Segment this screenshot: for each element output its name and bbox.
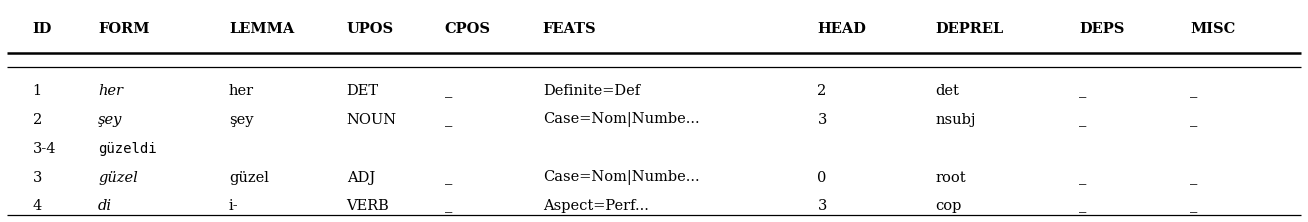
Text: NOUN: NOUN xyxy=(347,113,396,127)
Text: i-: i- xyxy=(229,199,238,214)
Text: 2: 2 xyxy=(818,84,827,98)
Text: DET: DET xyxy=(347,84,379,98)
Text: her: her xyxy=(229,84,254,98)
Text: Definite=Def: Definite=Def xyxy=(543,84,640,98)
Text: _: _ xyxy=(1079,199,1087,214)
Text: _: _ xyxy=(1079,113,1087,127)
Text: DEPS: DEPS xyxy=(1079,22,1125,36)
Text: _: _ xyxy=(1079,170,1087,185)
Text: _: _ xyxy=(1190,170,1198,185)
Text: _: _ xyxy=(445,170,453,185)
Text: FEATS: FEATS xyxy=(543,22,596,36)
Text: Case=Nom|Numbe...: Case=Nom|Numbe... xyxy=(543,112,700,127)
Text: 3: 3 xyxy=(818,113,827,127)
Text: ADJ: ADJ xyxy=(347,170,375,185)
Text: _: _ xyxy=(1190,113,1198,127)
Text: 3: 3 xyxy=(818,199,827,214)
Text: Case=Nom|Numbe...: Case=Nom|Numbe... xyxy=(543,170,700,185)
Text: şey: şey xyxy=(229,113,254,127)
Text: 3: 3 xyxy=(33,170,42,185)
Text: 2: 2 xyxy=(33,113,42,127)
Text: HEAD: HEAD xyxy=(818,22,866,36)
Text: _: _ xyxy=(1190,199,1198,214)
Text: root: root xyxy=(935,170,965,185)
Text: güzel: güzel xyxy=(98,170,137,185)
Text: _: _ xyxy=(445,199,453,214)
Text: UPOS: UPOS xyxy=(347,22,394,36)
Text: her: her xyxy=(98,84,123,98)
Text: 3-4: 3-4 xyxy=(33,142,56,156)
Text: FORM: FORM xyxy=(98,22,149,36)
Text: VERB: VERB xyxy=(347,199,390,214)
Text: ID: ID xyxy=(33,22,52,36)
Text: _: _ xyxy=(445,113,453,127)
Text: şey: şey xyxy=(98,113,123,127)
Text: DEPREL: DEPREL xyxy=(935,22,1003,36)
Text: güzeldi: güzeldi xyxy=(98,142,157,156)
Text: _: _ xyxy=(1190,84,1198,98)
Text: det: det xyxy=(935,84,959,98)
Text: cop: cop xyxy=(935,199,961,214)
Text: di: di xyxy=(98,199,112,214)
Text: LEMMA: LEMMA xyxy=(229,22,294,36)
Text: 4: 4 xyxy=(33,199,42,214)
Text: 0: 0 xyxy=(818,170,827,185)
Text: Aspect=Perf...: Aspect=Perf... xyxy=(543,199,649,214)
Text: CPOS: CPOS xyxy=(445,22,490,36)
Text: _: _ xyxy=(1079,84,1087,98)
Text: nsubj: nsubj xyxy=(935,113,976,127)
Text: MISC: MISC xyxy=(1190,22,1236,36)
Text: güzel: güzel xyxy=(229,170,268,185)
Text: 1: 1 xyxy=(33,84,42,98)
Text: _: _ xyxy=(445,84,453,98)
